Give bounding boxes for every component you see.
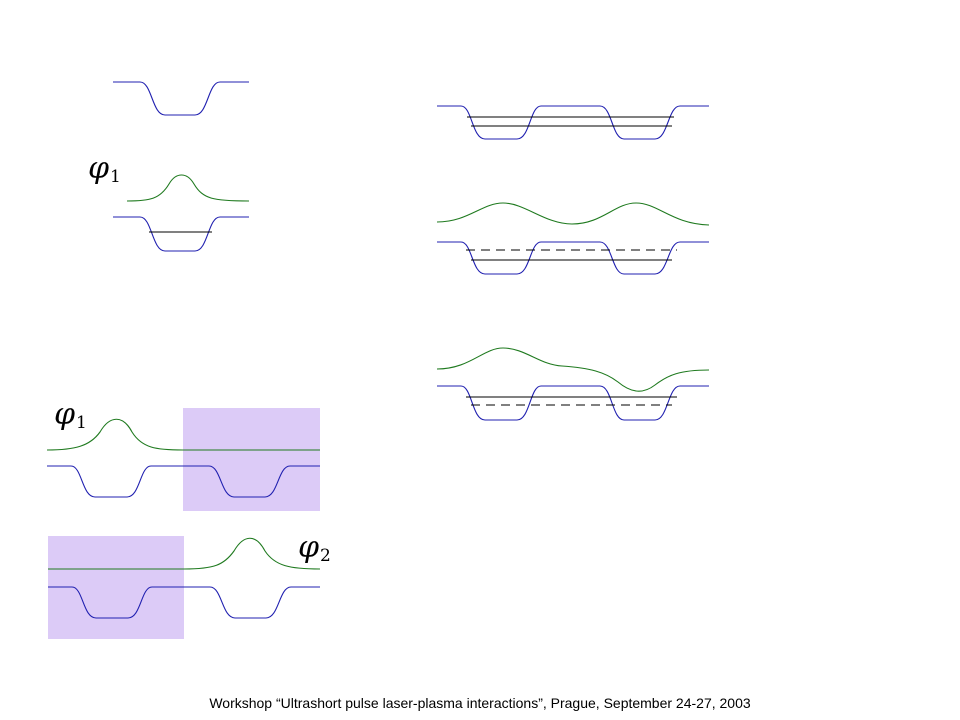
phi1-label-bottom: φ1 bbox=[54, 400, 87, 432]
localized-right-wavefunction bbox=[48, 537, 321, 570]
localized-left-wavefunction bbox=[46, 418, 320, 451]
phi-subscript: 1 bbox=[76, 413, 87, 433]
double-well-potential-2 bbox=[437, 241, 709, 275]
localized-left-potential bbox=[47, 465, 320, 498]
double-well-potential-1 bbox=[437, 105, 709, 140]
antisymmetric-wavefunction bbox=[436, 347, 710, 392]
localized-right-potential bbox=[48, 586, 320, 619]
phi1-label-top: φ1 bbox=[88, 154, 121, 186]
single-well-potential-2 bbox=[113, 216, 249, 252]
single-well-potential bbox=[113, 81, 249, 116]
phi-subscript: 2 bbox=[320, 546, 331, 566]
phi2-label-bottom: φ2 bbox=[298, 533, 331, 565]
phi-symbol: φ bbox=[88, 151, 110, 186]
phi-subscript: 1 bbox=[110, 167, 121, 187]
phi-symbol: φ bbox=[54, 397, 76, 432]
symmetric-wavefunction bbox=[436, 202, 710, 226]
shaded-region-right bbox=[183, 408, 320, 511]
single-well-wavefunction bbox=[126, 174, 250, 202]
double-well-potential-3 bbox=[437, 385, 709, 421]
phi-symbol: φ bbox=[298, 530, 320, 565]
footer-caption: Workshop “Ultrashort pulse laser-plasma … bbox=[209, 695, 751, 711]
